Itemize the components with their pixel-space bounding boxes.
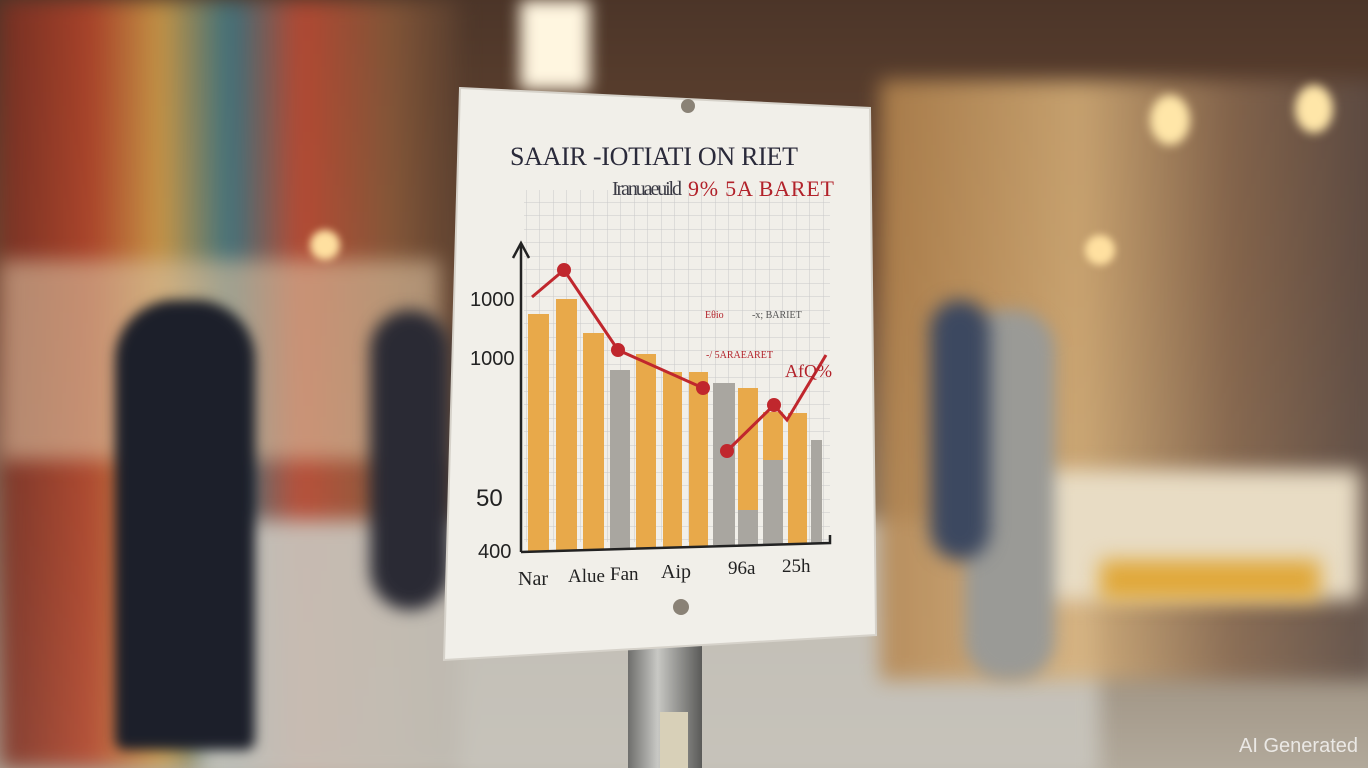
x-label: 25h xyxy=(782,556,811,577)
sign-subtitle-red: 9% 5A BARET xyxy=(688,176,835,201)
bar xyxy=(811,440,822,543)
bar xyxy=(583,333,604,550)
y-label: 1000 xyxy=(470,289,515,311)
bar xyxy=(663,372,682,547)
x-label: Nar xyxy=(518,568,548,590)
trend-line xyxy=(531,267,704,390)
line-point xyxy=(720,444,734,458)
x-label: Fan xyxy=(610,564,639,585)
line-point xyxy=(611,343,625,357)
bar xyxy=(763,412,783,460)
ceiling-light xyxy=(1150,95,1190,145)
annotation: Eθio xyxy=(705,310,724,321)
bar xyxy=(556,299,577,551)
bar xyxy=(689,372,708,546)
pole-sticker xyxy=(660,712,688,768)
bar xyxy=(528,314,549,552)
bar xyxy=(763,460,783,544)
bars xyxy=(528,299,822,552)
x-label: Alue xyxy=(568,566,605,587)
annotation: -x; BARIET xyxy=(752,310,802,321)
x-axis xyxy=(520,535,832,554)
bar xyxy=(788,413,807,543)
bar xyxy=(713,383,735,545)
bar xyxy=(636,354,656,548)
sign-title: SAAIR -IOTIATI ON RIET xyxy=(510,142,798,171)
y-label: 400 xyxy=(478,541,511,563)
line-point xyxy=(696,381,710,395)
screw-bottom xyxy=(673,599,689,615)
watermark: AI Generated xyxy=(1239,735,1358,757)
trend-line-2 xyxy=(725,354,828,453)
person-left xyxy=(115,300,255,750)
x-label: Aip xyxy=(661,561,691,583)
y-label: 1000 xyxy=(470,348,515,370)
y-label: 50 xyxy=(476,485,503,512)
bar xyxy=(610,370,630,549)
screw-top xyxy=(681,99,695,113)
annotation: -/ 5ARAEARET xyxy=(706,350,773,361)
annotation: AfQ% xyxy=(785,361,832,381)
sign-subtitle: Iranuaeuild xyxy=(612,178,682,200)
ceiling-light xyxy=(520,0,590,90)
line-point xyxy=(767,398,781,412)
ceiling-light xyxy=(1295,85,1333,133)
bar xyxy=(738,510,758,545)
y-axis-arrow xyxy=(511,240,531,259)
person-mid xyxy=(370,310,450,610)
bar xyxy=(738,388,758,510)
line-point xyxy=(557,263,571,277)
x-label: 96a xyxy=(728,558,756,579)
